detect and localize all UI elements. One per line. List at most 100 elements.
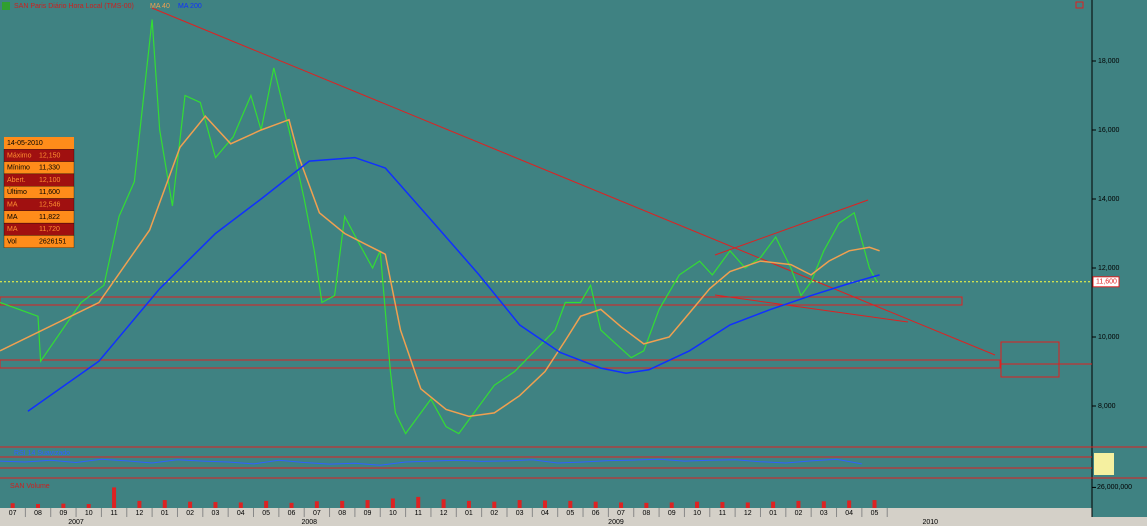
y-tick-label: 12,000 — [1098, 265, 1120, 272]
y-tick-label: 26,000,000 — [1097, 484, 1132, 491]
x-tick-label: 02 — [186, 510, 194, 517]
x-tick-label: 07 — [9, 510, 17, 517]
volume-bar — [720, 502, 725, 508]
trend-line — [714, 294, 909, 323]
info-label: Mínimo — [7, 165, 30, 172]
volume-bar — [695, 501, 700, 508]
volume-bar — [847, 500, 852, 508]
series-line — [0, 115, 880, 418]
volume-bar — [416, 496, 421, 508]
x-tick-label: 04 — [237, 510, 245, 517]
info-label: Vol — [7, 238, 17, 245]
x-tick-label: 05 — [871, 510, 879, 517]
info-box: 14-05-2010 Máximo 12,150 Mínimo 11,330 Abert.… — [3, 137, 75, 248]
volume-bar — [365, 500, 370, 508]
volume-bar — [112, 487, 117, 508]
y-tick-label: 14,000 — [1098, 196, 1120, 203]
info-value: 11,330 — [39, 165, 60, 172]
volume-bar — [669, 502, 674, 508]
volume-bar — [289, 502, 294, 508]
volume-bar — [568, 500, 573, 508]
legend-entry: MA 40 — [150, 3, 170, 10]
info-label: Abert. — [7, 177, 26, 184]
rsi-line — [0, 458, 862, 466]
x-tick-label: 01 — [465, 510, 473, 517]
x-tick-label: 10 — [693, 510, 701, 517]
last-price-box — [1092, 276, 1120, 288]
info-value: 2626151 — [39, 238, 66, 245]
close-button[interactable] — [1075, 1, 1084, 9]
x-tick-label: 05 — [566, 510, 574, 517]
year-label: 2009 — [608, 519, 624, 526]
x-tick-label: 07 — [313, 510, 321, 517]
volume-title: SAN Volume — [10, 483, 50, 490]
trend-line — [714, 199, 869, 256]
info-header-bg — [4, 137, 74, 150]
x-tick-label: 06 — [592, 510, 600, 517]
volume-bar — [593, 501, 598, 508]
x-tick-label: 10 — [85, 510, 93, 517]
volume-bar — [314, 501, 319, 508]
volume-bar — [137, 500, 142, 508]
volume-bar — [213, 502, 218, 508]
series-line — [27, 156, 880, 412]
x-tick-label: 09 — [364, 510, 372, 517]
x-tick-label: 11 — [415, 510, 422, 517]
info-value: 12,150 — [39, 152, 61, 159]
x-tick-label: 12 — [136, 510, 144, 517]
volume-bar — [86, 504, 91, 508]
x-tick-label: 03 — [820, 510, 828, 517]
info-label: MA — [7, 201, 18, 208]
info-value: 11,600 — [39, 189, 60, 196]
x-tick-label: 11 — [110, 510, 117, 517]
volume-bar — [542, 500, 547, 508]
volume-bar — [162, 500, 167, 508]
x-tick-label: 01 — [161, 510, 169, 517]
year-label: 2008 — [301, 519, 317, 526]
x-tick-label: 12 — [440, 510, 448, 517]
x-tick-label: 11 — [719, 510, 726, 517]
volume-bar — [821, 501, 826, 508]
volume-bar — [466, 500, 471, 508]
x-tick-label: 08 — [642, 510, 650, 517]
volume-bar — [10, 503, 15, 508]
x-tick-label: 03 — [212, 510, 220, 517]
volume-bar — [390, 498, 395, 508]
x-tick-label: 02 — [490, 510, 498, 517]
volume-bar — [492, 501, 497, 508]
target-box — [1000, 341, 1060, 378]
y-tick-label: 18,000 — [1098, 58, 1120, 65]
x-tick-label: 01 — [769, 510, 777, 517]
x-tick-label: 05 — [262, 510, 270, 517]
volume-bar — [441, 499, 446, 508]
info-value: 11,720 — [39, 226, 60, 233]
volume-bar — [61, 503, 66, 508]
last-price-label: 11,600 — [1096, 279, 1117, 286]
y-tick-label: 8,000 — [1098, 403, 1116, 410]
x-tick-label: 04 — [845, 510, 853, 517]
volume-bar — [264, 500, 269, 508]
x-tick-label: 12 — [744, 510, 752, 517]
info-value: 12,100 — [39, 177, 61, 184]
info-value: 12,546 — [39, 201, 61, 208]
volume-bar — [644, 502, 649, 508]
info-label: MA — [7, 226, 18, 233]
volume-bar — [745, 502, 750, 508]
series-line — [0, 19, 878, 435]
volume-bar — [771, 501, 776, 508]
volume-bar — [238, 502, 243, 508]
volume-bar — [619, 502, 624, 508]
month-band — [0, 508, 1092, 517]
x-tick-label: 07 — [617, 510, 625, 517]
x-tick-label: 03 — [516, 510, 524, 517]
volume-bar — [340, 500, 345, 508]
x-axis-band — [0, 517, 1147, 526]
year-label: 2010 — [922, 519, 938, 526]
rsi-box — [1094, 453, 1114, 475]
x-tick-label: 08 — [34, 510, 42, 517]
x-tick-label: 08 — [338, 510, 346, 517]
support-zone — [0, 296, 963, 306]
volume-bar — [36, 504, 41, 508]
